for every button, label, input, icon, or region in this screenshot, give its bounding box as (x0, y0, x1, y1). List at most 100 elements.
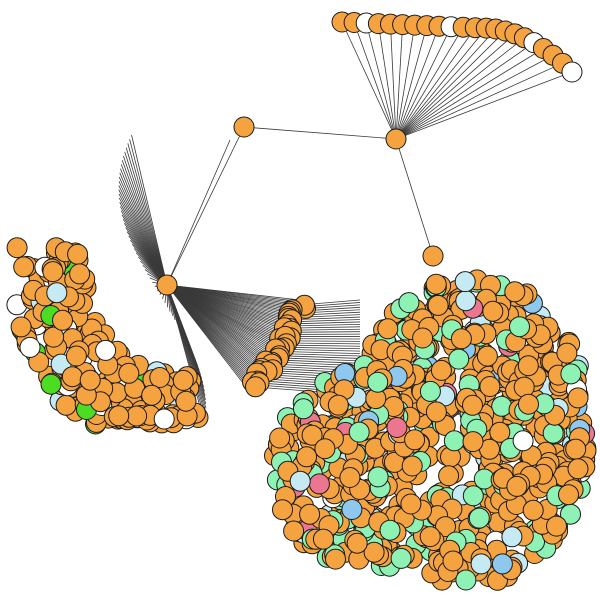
node (491, 395, 513, 417)
edge (395, 27, 487, 140)
node (79, 369, 101, 391)
node (69, 263, 91, 285)
node (327, 394, 349, 416)
node (40, 373, 62, 395)
node (141, 384, 163, 406)
edge (166, 139, 231, 286)
node (454, 271, 476, 293)
node (149, 367, 171, 388)
hub-top (385, 128, 407, 150)
edge (377, 23, 397, 140)
node (126, 405, 148, 427)
edge (166, 284, 206, 426)
node (476, 345, 498, 367)
node (455, 569, 477, 591)
node (301, 424, 323, 446)
node (172, 369, 194, 391)
edge (291, 316, 361, 321)
node (13, 256, 35, 278)
node (509, 316, 530, 338)
node (19, 336, 41, 358)
edge (341, 21, 397, 140)
node (567, 387, 589, 409)
node (448, 348, 470, 370)
edge (353, 22, 397, 140)
node (346, 532, 368, 554)
node (400, 493, 422, 515)
edge (127, 143, 168, 286)
node (412, 327, 434, 349)
edge (395, 26, 464, 140)
edge (390, 24, 397, 140)
node (379, 519, 401, 541)
edge (166, 126, 245, 286)
edge (395, 27, 476, 140)
node (245, 376, 266, 398)
node (546, 515, 567, 537)
node (293, 398, 314, 420)
node (367, 466, 389, 488)
node (504, 281, 526, 303)
node (52, 309, 73, 331)
node (561, 61, 583, 83)
node (339, 467, 361, 488)
node (430, 359, 452, 381)
node (438, 465, 460, 487)
node (46, 282, 68, 304)
node (312, 528, 334, 550)
hub-left (156, 274, 178, 296)
edge (395, 54, 554, 140)
node (175, 390, 197, 412)
edge (395, 28, 497, 140)
node (501, 526, 523, 548)
node (560, 363, 582, 385)
node (419, 380, 441, 402)
node (153, 408, 175, 430)
edge (166, 284, 251, 393)
node (522, 499, 544, 521)
node (341, 499, 363, 520)
node (401, 455, 423, 477)
node (512, 430, 534, 452)
edge (395, 33, 516, 140)
node (565, 438, 587, 460)
node (398, 292, 420, 314)
node (442, 550, 464, 572)
node (482, 300, 504, 322)
edge (395, 42, 535, 140)
edge (121, 160, 168, 286)
hub-layer (156, 116, 444, 296)
node (390, 547, 412, 569)
node (95, 339, 117, 361)
edge (395, 48, 544, 140)
node (558, 484, 579, 506)
node (10, 316, 32, 338)
node (272, 499, 293, 521)
node (517, 355, 539, 377)
node (491, 553, 513, 575)
edge (395, 25, 416, 140)
node (450, 328, 472, 350)
node (556, 342, 578, 364)
node (443, 430, 465, 452)
node (67, 243, 89, 265)
node (61, 366, 83, 388)
node (65, 345, 87, 367)
node (367, 371, 389, 393)
node (489, 421, 511, 443)
edge (365, 22, 397, 140)
hub-crescent-tip (233, 116, 255, 138)
edge (395, 138, 434, 257)
node (425, 401, 447, 423)
edge (288, 323, 361, 327)
edge (131, 134, 168, 286)
node (377, 318, 399, 340)
node (462, 485, 484, 507)
edge-layer (118, 21, 573, 426)
edge (395, 26, 440, 140)
node (314, 438, 336, 460)
node (462, 394, 483, 416)
node (567, 458, 589, 480)
edge (395, 37, 525, 140)
node (462, 431, 484, 453)
